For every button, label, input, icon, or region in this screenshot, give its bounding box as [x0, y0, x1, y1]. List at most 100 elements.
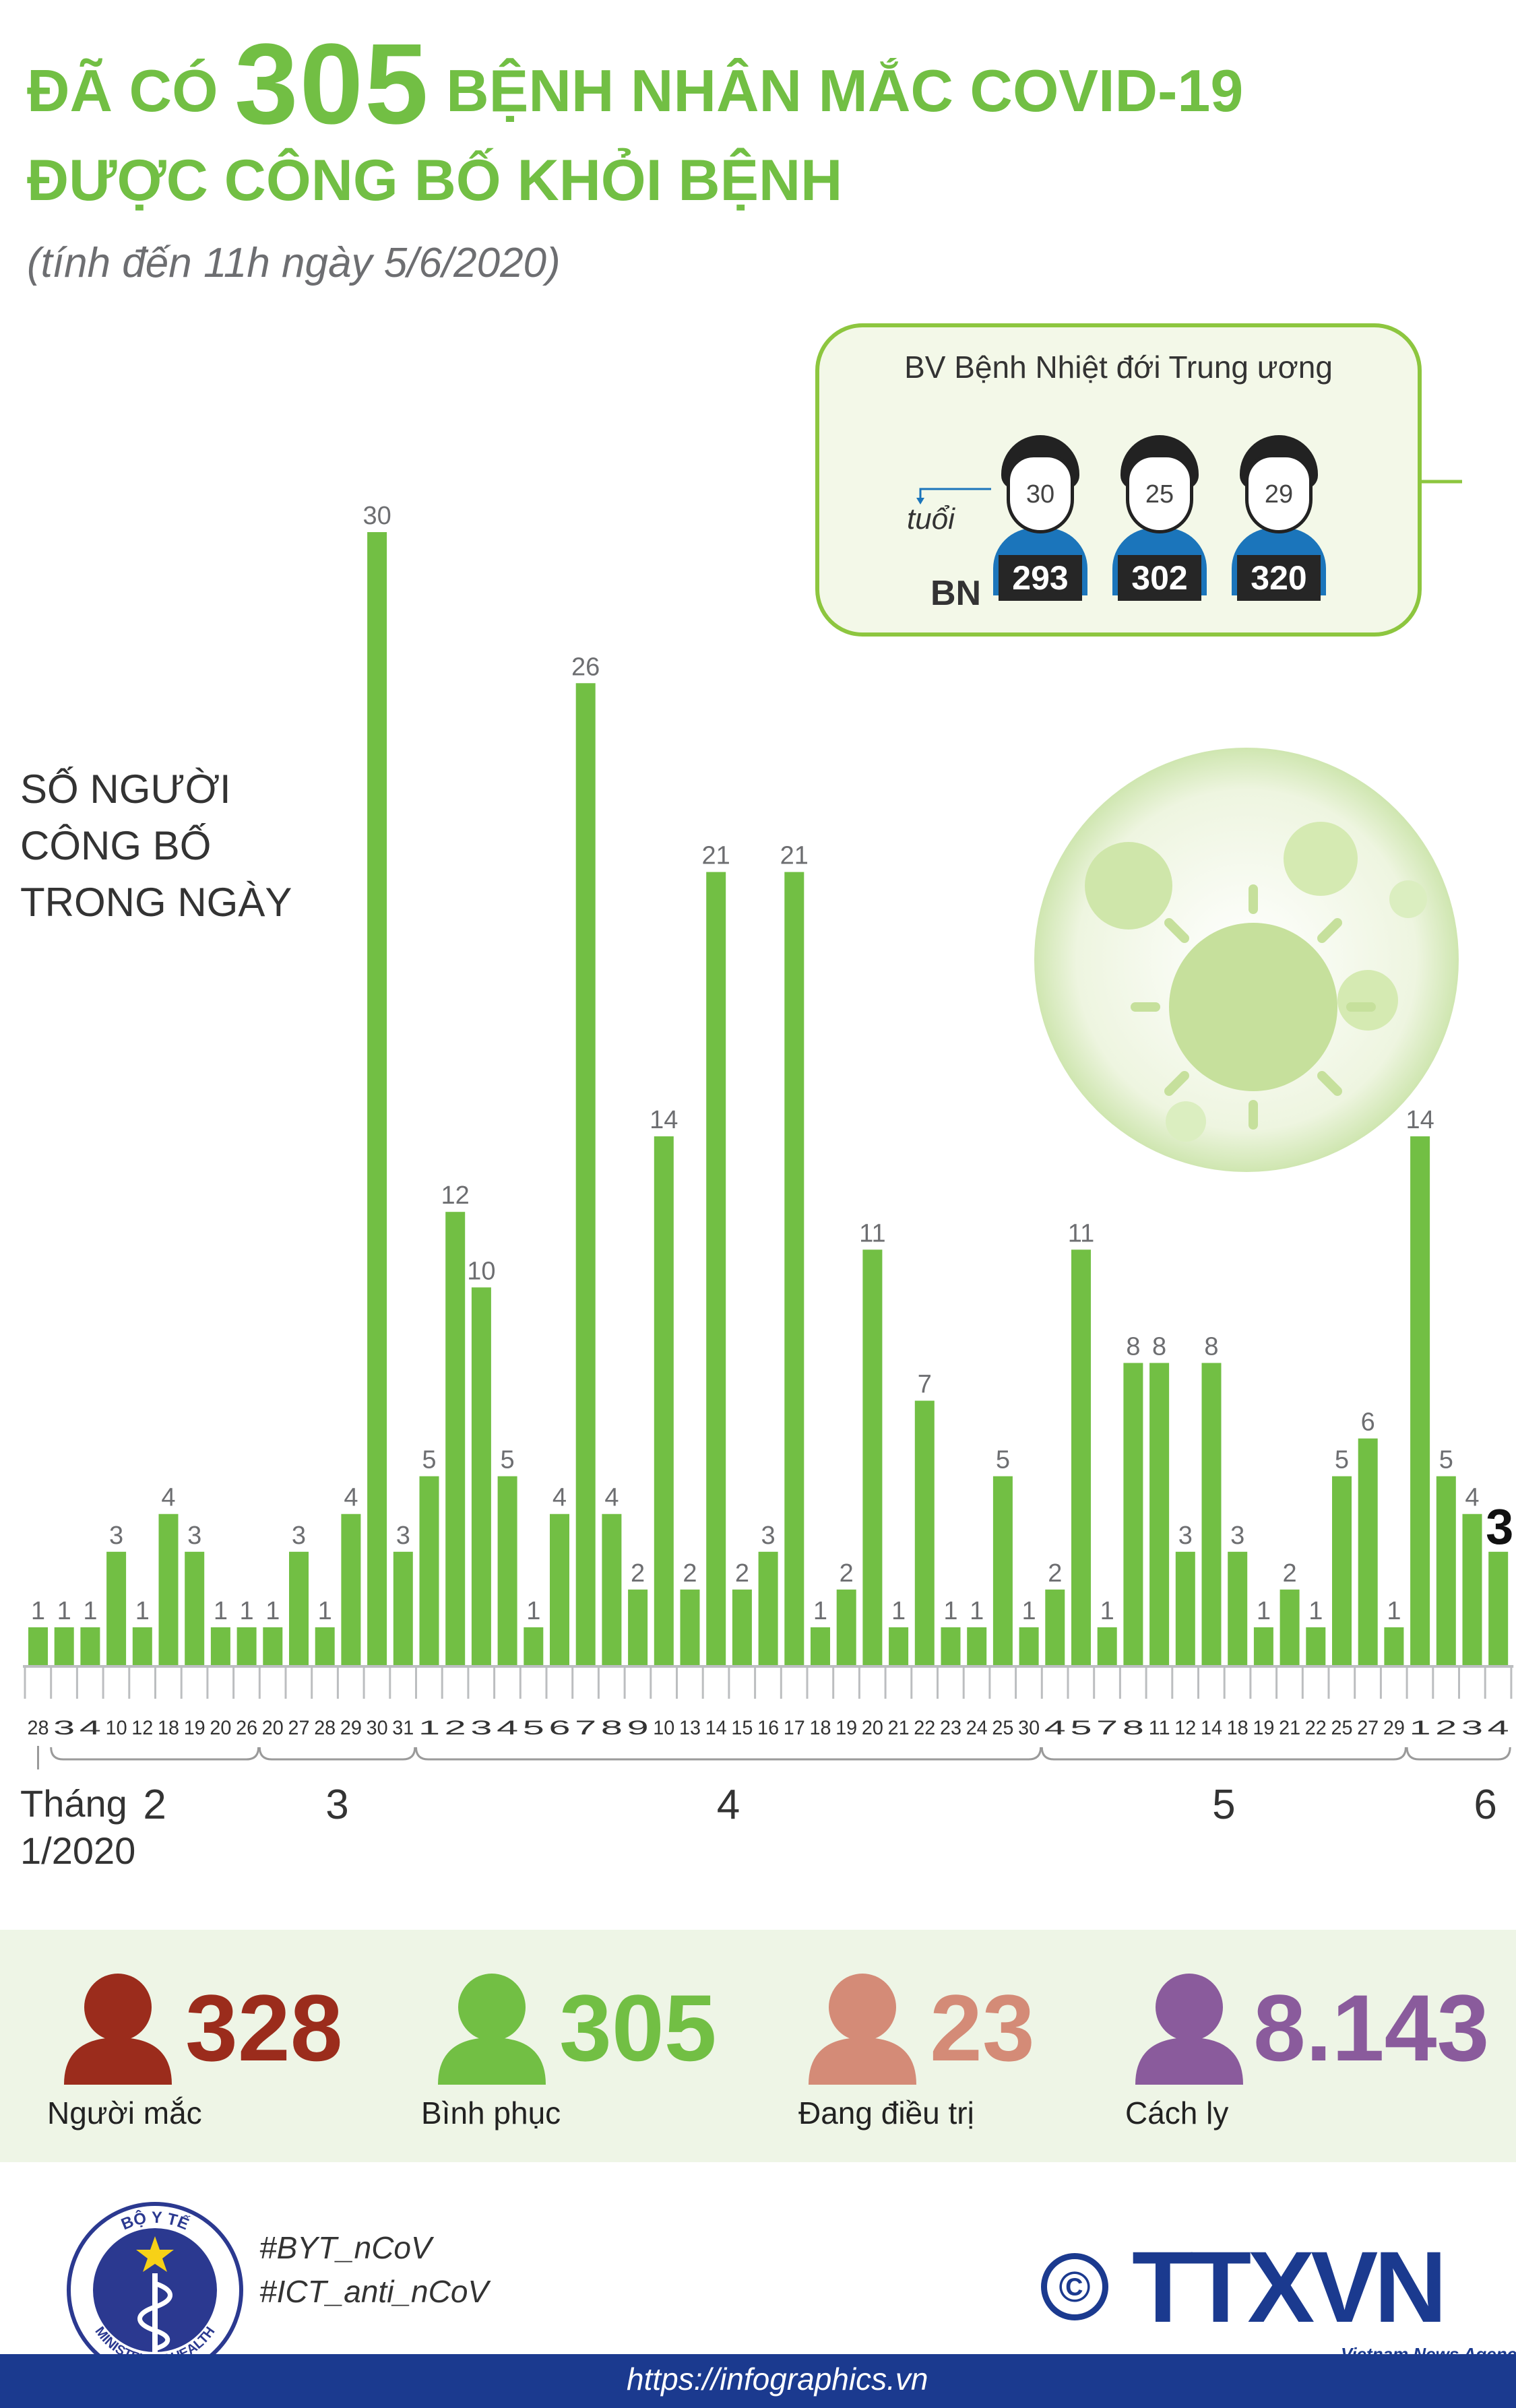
- bar: [1410, 1136, 1430, 1665]
- bar-value-label: 14: [650, 1106, 678, 1134]
- virus-illustration: [1034, 748, 1459, 1172]
- bar: [1175, 1551, 1195, 1665]
- bar-value-label: 11: [1068, 1219, 1094, 1247]
- bar: [497, 1476, 517, 1665]
- y-label-line: TRONG NGÀY: [20, 880, 292, 925]
- bar: [1071, 1249, 1091, 1665]
- bar-value-label: 2: [1048, 1559, 1062, 1588]
- title-part2: BỆNH NHÂN MẮC COVID-19: [446, 57, 1244, 124]
- bar: [914, 1400, 935, 1665]
- bar-value-label: 3: [109, 1522, 123, 1550]
- category-label: 22: [1305, 1717, 1327, 1739]
- title-number: 305: [234, 20, 430, 148]
- bar-value-label: 1: [813, 1597, 827, 1625]
- bar: [628, 1589, 648, 1665]
- bar-value-label: 1: [135, 1597, 150, 1625]
- category-label: 13: [679, 1717, 701, 1739]
- subtitle: (tính đến 11h ngày 5/6/2020): [27, 240, 561, 286]
- patient-callout: BV Bệnh Nhiệt đới Trung ương tuổi BN 30 …: [815, 323, 1422, 637]
- bar-value-label: 1: [83, 1597, 97, 1625]
- stat-quarantine: 8.143 Cách ly: [1125, 1930, 1509, 2162]
- stat-label: Bình phục: [421, 2095, 561, 2130]
- bar: [341, 1514, 361, 1665]
- bar: [941, 1627, 961, 1665]
- bar-value-label: 1: [318, 1597, 332, 1625]
- patient-figure: 25 302: [1112, 435, 1207, 610]
- category-label: 15: [731, 1717, 753, 1739]
- bar-value-label: 8: [1152, 1332, 1166, 1361]
- category-label: 30: [367, 1717, 388, 1739]
- bar: [185, 1551, 205, 1665]
- copyright-icon: ©: [1041, 2253, 1108, 2320]
- bar-value-label: 3: [292, 1522, 306, 1550]
- bar: [550, 1514, 569, 1665]
- source-url[interactable]: https://infographics.vn: [627, 2362, 928, 2397]
- stat-label: Đang điều trị: [798, 2095, 974, 2130]
- category-label: 23: [940, 1717, 961, 1739]
- bar: [1306, 1627, 1326, 1665]
- month-label: 1/2020: [20, 1829, 135, 1872]
- person-icon: [438, 1974, 546, 2085]
- category-label: 6: [549, 1717, 571, 1739]
- patient-id: 293: [999, 555, 1082, 601]
- bar: [1488, 1551, 1509, 1665]
- category-label: 11: [1149, 1717, 1170, 1739]
- category-label: 5: [1071, 1717, 1092, 1739]
- category-label: 18: [158, 1717, 179, 1739]
- month-bracket: [1040, 1747, 1407, 1761]
- bar: [836, 1589, 856, 1665]
- category-label: 4: [1044, 1717, 1066, 1739]
- bar-value-label: 2: [840, 1559, 854, 1588]
- bar-value-label: 21: [780, 842, 809, 870]
- category-label: 3: [53, 1717, 75, 1739]
- patient-figure: 29 320: [1232, 435, 1326, 610]
- bar: [1358, 1438, 1378, 1665]
- category-label: 17: [784, 1717, 805, 1739]
- bar-value-label: 7: [918, 1371, 932, 1399]
- bar: [524, 1627, 544, 1665]
- bar: [732, 1589, 752, 1665]
- category-label: 30: [1018, 1717, 1040, 1739]
- hospital-name: BV Bệnh Nhiệt đới Trung ương: [904, 350, 1333, 385]
- category-label: 3: [1461, 1717, 1483, 1739]
- stat-treating: 23 Đang điều trị: [798, 1930, 1115, 2162]
- bar: [210, 1627, 230, 1665]
- category-label: 21: [1279, 1717, 1300, 1739]
- bar: [1045, 1589, 1065, 1665]
- month-label: 5: [1212, 1782, 1235, 1828]
- category-label: 14: [1201, 1717, 1222, 1739]
- bar: [315, 1627, 335, 1665]
- bar: [758, 1551, 778, 1665]
- bar-value-label: 30: [362, 502, 391, 530]
- bar-value-label: 4: [552, 1484, 567, 1512]
- category-label: 12: [131, 1717, 153, 1739]
- month-bracket: [50, 1747, 260, 1761]
- category-label: 16: [757, 1717, 779, 1739]
- category-label: 1: [1410, 1717, 1431, 1739]
- bar-value-label: 4: [344, 1484, 358, 1512]
- bar-value-label: 2: [683, 1559, 697, 1588]
- bar: [1253, 1627, 1273, 1665]
- bar-value-label: 5: [996, 1446, 1010, 1474]
- patient-age: 25: [1126, 454, 1193, 533]
- bar-value-label: 11: [859, 1219, 885, 1247]
- bar-value-label: 4: [1465, 1484, 1479, 1512]
- bar: [1280, 1589, 1300, 1665]
- bar: [80, 1627, 100, 1665]
- agency-logo: TTXVN: [1132, 2230, 1447, 2343]
- category-label: 5: [523, 1717, 544, 1739]
- bar-value-label: 2: [735, 1559, 749, 1588]
- bar: [393, 1551, 413, 1665]
- person-icon: [64, 1974, 172, 2085]
- bar-value-label: 1: [943, 1597, 957, 1625]
- bar: [132, 1627, 152, 1665]
- y-label-line: CÔNG BỐ: [20, 823, 212, 868]
- category-label: 3: [470, 1717, 492, 1739]
- bar: [967, 1627, 987, 1665]
- bar-value-label: 1: [31, 1597, 45, 1625]
- stat-value: 328: [185, 1975, 343, 2081]
- title-line2: ĐƯỢC CÔNG BỐ KHỎI BỆNH: [27, 148, 843, 213]
- stat-label: Cách ly: [1125, 2095, 1229, 2130]
- bar: [1019, 1627, 1039, 1665]
- month-bracket: [1406, 1747, 1511, 1761]
